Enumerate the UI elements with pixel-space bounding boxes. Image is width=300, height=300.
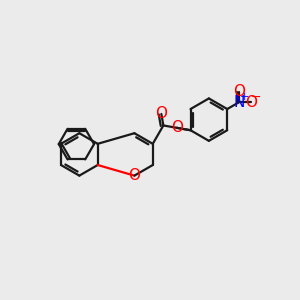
Text: O: O bbox=[155, 106, 167, 122]
Text: O: O bbox=[233, 84, 245, 99]
Text: N: N bbox=[233, 95, 245, 110]
Text: +: + bbox=[239, 92, 249, 102]
Text: O: O bbox=[245, 95, 257, 110]
Text: O: O bbox=[128, 168, 140, 183]
Text: −: − bbox=[251, 91, 261, 104]
Text: O: O bbox=[171, 120, 183, 135]
